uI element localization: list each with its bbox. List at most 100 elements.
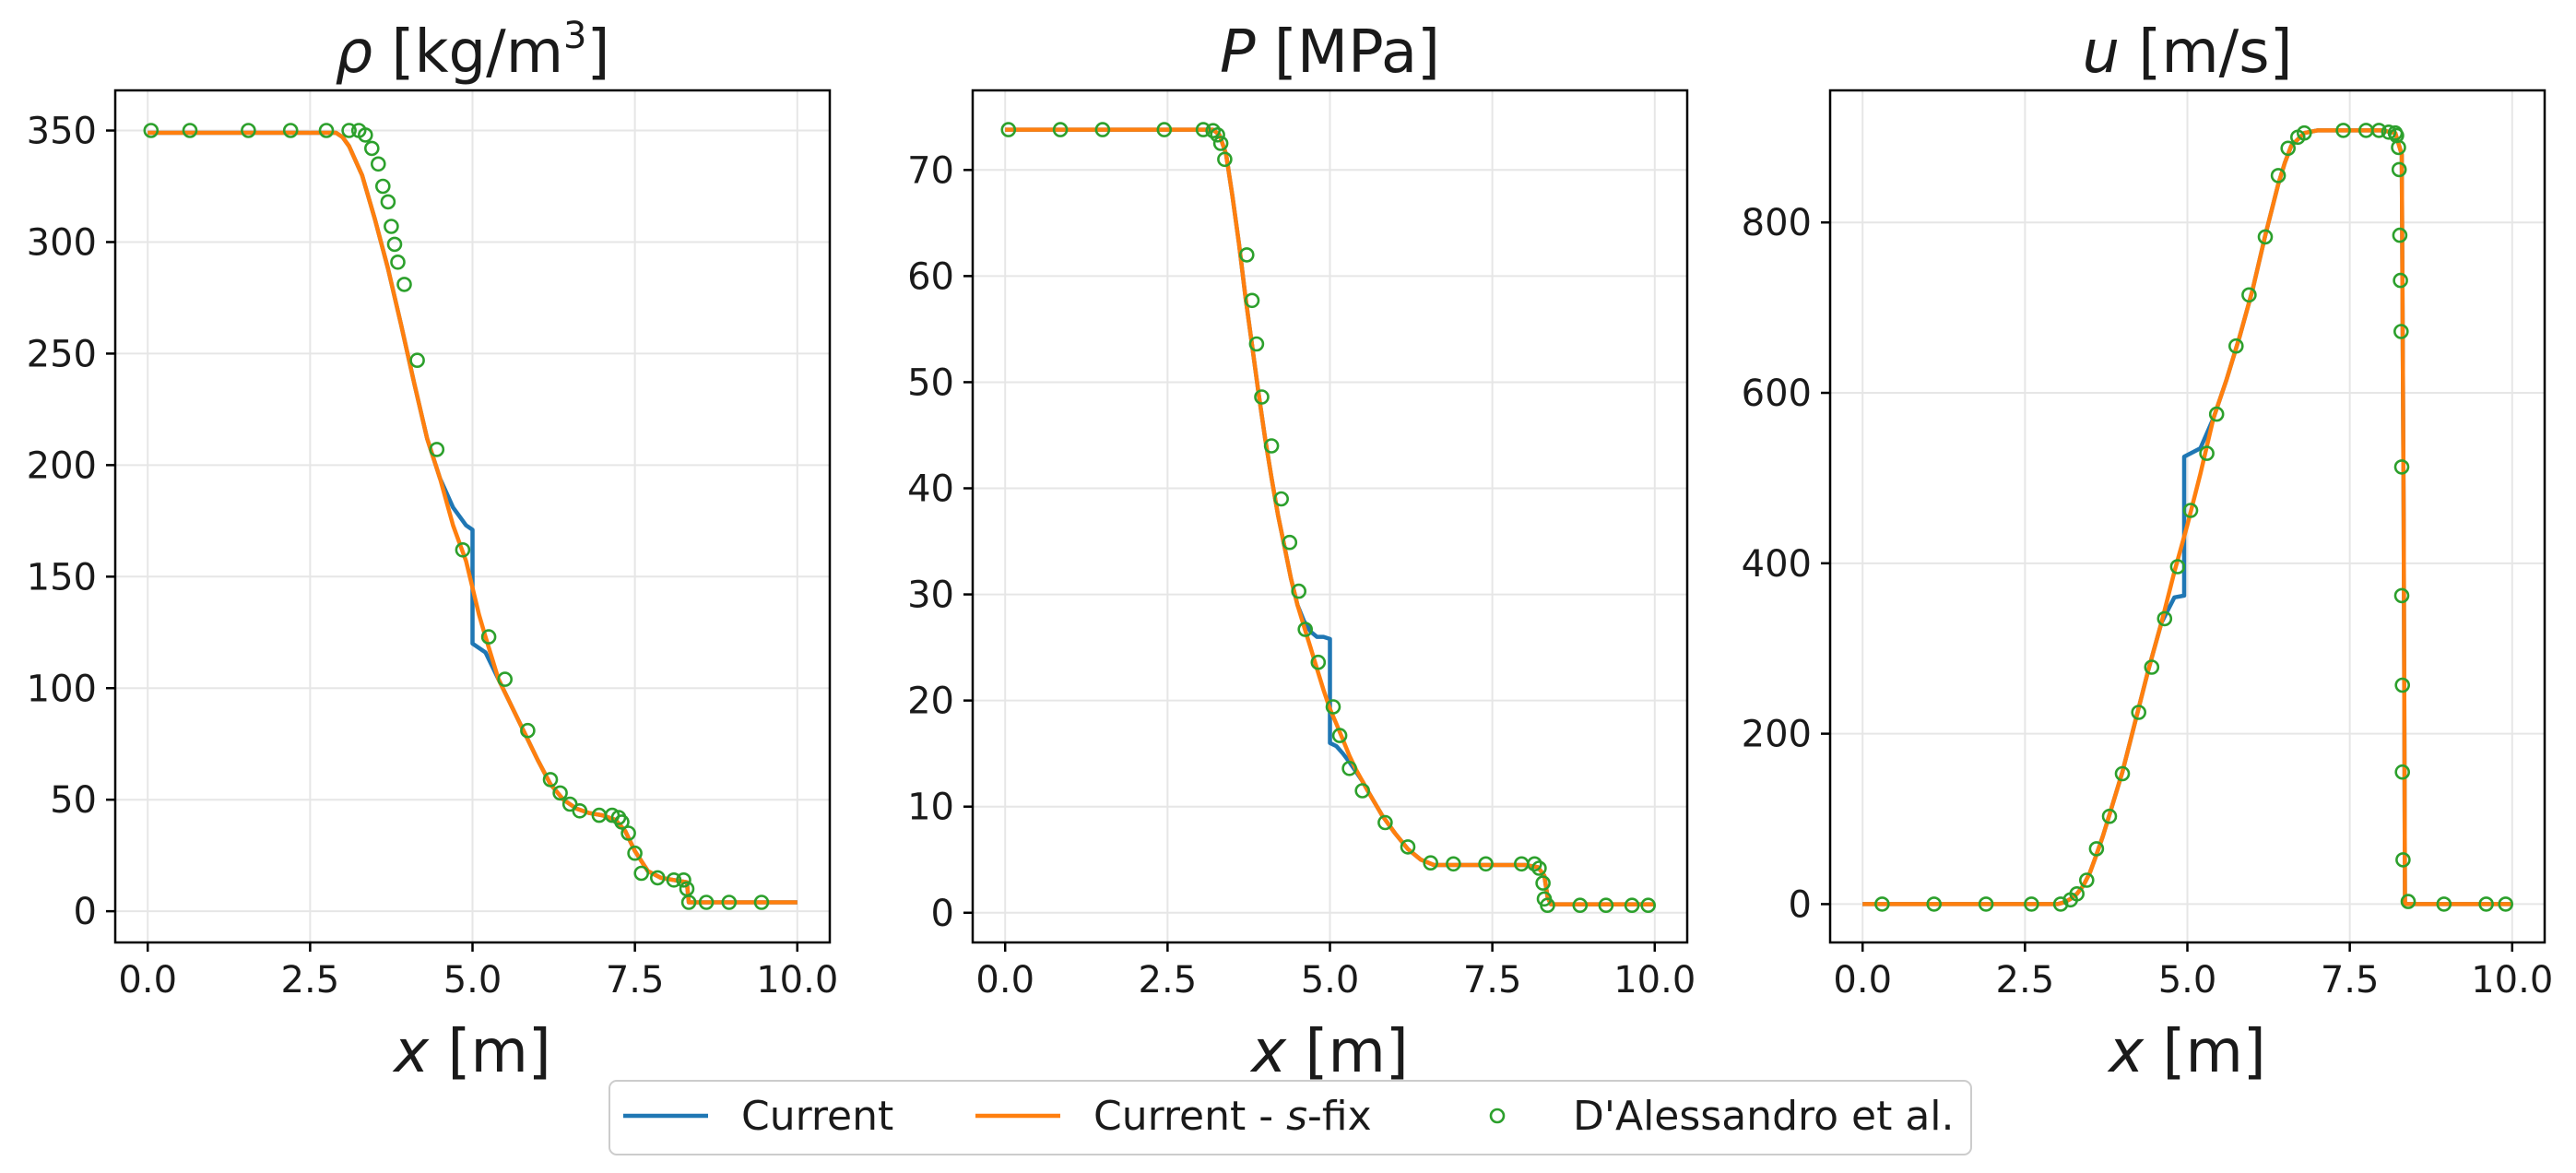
y-tick-label: 100 bbox=[27, 668, 97, 710]
title-unit: [MPa] bbox=[1256, 18, 1440, 87]
title-unit: [m/s] bbox=[2120, 18, 2293, 87]
x-tick-label: 7.5 bbox=[606, 959, 665, 1001]
x-tick-label: 5.0 bbox=[2158, 959, 2217, 1001]
data-point-dalessandro bbox=[2069, 885, 2085, 902]
data-point-dalessandro bbox=[2101, 808, 2118, 824]
title-symbol: u bbox=[2082, 18, 2120, 87]
x-tick-label: 7.5 bbox=[1463, 959, 1522, 1001]
data-point-dalessandro bbox=[241, 123, 256, 138]
data-point-dalessandro bbox=[676, 871, 691, 888]
data-point-dalessandro bbox=[2335, 123, 2351, 138]
data-point-dalessandro bbox=[666, 871, 682, 888]
series-line-current-s-fix bbox=[1005, 127, 1655, 906]
x-tick-label: 2.5 bbox=[1996, 959, 2055, 1001]
data-point-dalessandro bbox=[2436, 896, 2452, 912]
data-point-dalessandro bbox=[1926, 896, 1942, 912]
legend-label: D'Alessandro et al. bbox=[1573, 1093, 1955, 1140]
data-point-dalessandro bbox=[614, 814, 630, 830]
data-point-dalessandro bbox=[1640, 897, 1656, 914]
data-point-dalessandro bbox=[1527, 856, 1542, 872]
x-tick-label: 0.0 bbox=[975, 959, 1034, 1001]
data-point-dalessandro bbox=[182, 123, 198, 138]
data-point-dalessandro bbox=[2393, 587, 2410, 604]
data-point-dalessandro bbox=[620, 825, 636, 841]
data-point-dalessandro bbox=[1354, 783, 1370, 799]
data-point-dalessandro bbox=[370, 156, 386, 172]
legend-item-3: D'Alessandro et al. bbox=[1489, 1093, 1955, 1140]
y-tick-label: 350 bbox=[27, 111, 97, 153]
data-point-dalessandro bbox=[1423, 855, 1438, 871]
data-point-dalessandro bbox=[552, 785, 568, 801]
legend-label-text: Current bbox=[741, 1093, 893, 1140]
y-tick-label: 400 bbox=[1742, 543, 1812, 586]
data-point-dalessandro bbox=[1210, 127, 1225, 143]
data-point-dalessandro bbox=[1244, 292, 1260, 309]
data-point-dalessandro bbox=[1273, 491, 1289, 507]
data-point-dalessandro bbox=[497, 671, 514, 687]
data-point-dalessandro bbox=[480, 629, 497, 645]
data-point-dalessandro bbox=[2280, 140, 2296, 157]
data-point-dalessandro bbox=[627, 845, 643, 861]
x-axis-unit: [m] bbox=[2144, 1018, 2266, 1086]
y-tick-label: 10 bbox=[907, 787, 954, 829]
panel-title: u [m/s] bbox=[2082, 18, 2292, 87]
data-point-dalessandro bbox=[282, 123, 299, 138]
legend-label-text: D'Alessandro et al. bbox=[1573, 1093, 1955, 1140]
data-point-dalessandro bbox=[1205, 123, 1221, 138]
x-axis-symbol: x bbox=[1249, 1018, 1287, 1086]
data-point-dalessandro bbox=[429, 442, 445, 457]
data-point-dalessandro bbox=[1446, 856, 1461, 872]
legend-label: Current bbox=[741, 1093, 893, 1140]
data-point-dalessandro bbox=[1094, 122, 1111, 137]
data-point-dalessandro bbox=[649, 870, 666, 886]
data-point-dalessandro bbox=[1156, 122, 1173, 137]
data-point-dalessandro bbox=[2400, 894, 2416, 909]
data-point-dalessandro bbox=[2393, 324, 2409, 339]
data-point-dalessandro bbox=[2144, 659, 2160, 675]
data-point-dalessandro bbox=[2391, 161, 2407, 178]
legend-box bbox=[609, 1080, 1972, 1155]
legend-item-1: Current bbox=[623, 1093, 893, 1140]
y-tick-label: 20 bbox=[907, 681, 954, 723]
title-superscript: 3 bbox=[563, 15, 586, 57]
data-point-dalessandro bbox=[2199, 445, 2215, 461]
x-tick-label: 0.0 bbox=[1833, 959, 1892, 1001]
data-point-dalessandro bbox=[698, 895, 715, 910]
data-point-dalessandro bbox=[2131, 705, 2146, 720]
y-tick-label: 200 bbox=[1742, 714, 1812, 756]
y-tick-label: 0 bbox=[931, 893, 954, 935]
x-axis-label: x [m] bbox=[392, 1018, 551, 1086]
y-tick-label: 600 bbox=[1742, 373, 1812, 415]
y-tick-label: 70 bbox=[907, 149, 954, 192]
data-point-dalessandro bbox=[1195, 122, 1211, 137]
legend-label-text: Current - bbox=[1093, 1093, 1286, 1140]
data-point-dalessandro bbox=[1377, 814, 1393, 831]
data-point-dalessandro bbox=[572, 802, 588, 819]
data-point-dalessandro bbox=[384, 219, 399, 234]
y-tick-label: 300 bbox=[27, 221, 97, 264]
panel-2: 0.0 2.5 5.0 7.5 10.0 0 10 20 30 40 50 60 70 x [m] P [M… bbox=[907, 18, 1696, 1086]
y-tick-label: 60 bbox=[907, 255, 954, 298]
data-point-dalessandro bbox=[455, 541, 471, 558]
data-point-dalessandro bbox=[1254, 389, 1270, 405]
data-point-dalessandro bbox=[1263, 438, 1280, 454]
plot-area bbox=[1862, 123, 2513, 912]
data-point-dalessandro bbox=[374, 178, 391, 195]
data-point-dalessandro bbox=[386, 236, 403, 253]
data-point-dalessandro bbox=[542, 772, 559, 788]
title-symbol: ρ bbox=[336, 18, 373, 87]
data-point-dalessandro bbox=[2257, 229, 2274, 245]
x-tick-label: 0.0 bbox=[118, 959, 177, 1001]
y-tick-label: 200 bbox=[27, 444, 97, 487]
data-point-dalessandro bbox=[2371, 123, 2387, 138]
data-point-dalessandro bbox=[2394, 764, 2410, 780]
y-tick-label: 0 bbox=[74, 891, 97, 933]
data-point-dalessandro bbox=[1624, 897, 1640, 914]
data-point-dalessandro bbox=[1310, 654, 1327, 670]
data-point-dalessandro bbox=[2270, 168, 2286, 184]
x-axis-label: x [m] bbox=[1249, 1018, 1409, 1086]
data-point-dalessandro bbox=[2297, 124, 2312, 141]
data-point-dalessandro bbox=[1000, 122, 1017, 137]
y-tick-label: 50 bbox=[50, 779, 97, 822]
y-tick-label: 800 bbox=[1742, 202, 1812, 244]
